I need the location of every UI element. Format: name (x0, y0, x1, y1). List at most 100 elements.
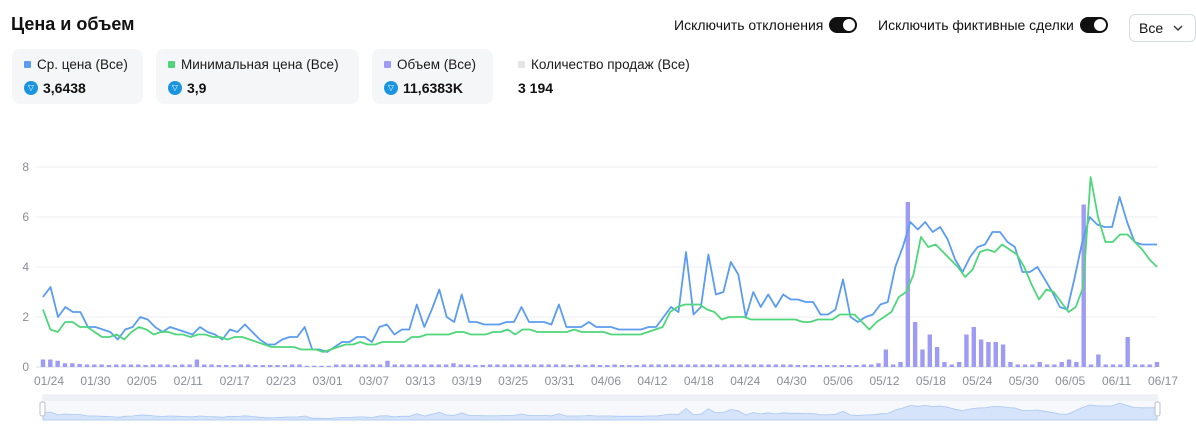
volume-bar (392, 364, 397, 367)
ton-icon: ▽ (24, 81, 38, 95)
volume-bar (495, 364, 500, 367)
volume-bar (231, 365, 236, 367)
y-tick-label: 6 (22, 210, 29, 224)
x-tick-label: 02/23 (266, 374, 296, 388)
x-tick-label: 01/30 (80, 374, 110, 388)
exclude-fake-trades-toggle[interactable]: Исключить фиктивные сделки (878, 17, 1108, 33)
stat-card-avg-price: Ср. цена (Все) ▽ 3,6438 (12, 49, 143, 104)
volume-bar (40, 359, 46, 367)
series-line (42, 176, 1158, 353)
y-tick-label: 8 (22, 160, 29, 174)
volume-bar (355, 364, 361, 367)
volume-bar (509, 364, 515, 367)
x-axis: 01/24 01/30 02/05 02/11 02/17 02/23 03/01 03/07… (34, 374, 1178, 388)
volume-bar (209, 364, 214, 367)
volume-bar (429, 364, 434, 367)
volume-bar (1066, 359, 1072, 367)
volume-bar (1088, 364, 1094, 367)
avg-price-swatch (24, 61, 31, 68)
volume-bar (964, 334, 969, 367)
volume-bar (561, 364, 566, 367)
filter-select[interactable]: Все (1129, 14, 1196, 42)
volume-bar (1125, 337, 1130, 367)
exclude-fake-trades-label: Исключить фиктивные сделки (878, 17, 1074, 33)
volume-bar (737, 364, 742, 367)
page-title: Цена и объем (11, 14, 135, 34)
stat-value: 3,6438 (43, 80, 86, 96)
stat-value: 3 194 (518, 80, 554, 96)
volume-bar (671, 364, 676, 367)
exclude-outliers-toggle[interactable]: Исключить отклонения (674, 17, 858, 33)
volume-bar (905, 202, 911, 367)
x-tick-label: 02/17 (220, 374, 250, 388)
volume-bar (1140, 364, 1145, 367)
volume-bar (663, 364, 669, 367)
volume-bar (1096, 354, 1101, 367)
x-tick-label: 02/05 (127, 374, 157, 388)
volume-bar (106, 365, 112, 367)
volume-bar (956, 362, 962, 367)
volume-bar (165, 364, 170, 367)
volume-bar (180, 364, 185, 367)
volume-bar (810, 365, 815, 367)
navigator-left-handle (39, 401, 46, 417)
volume-bars (40, 202, 1160, 367)
range-navigator[interactable] (39, 394, 1161, 421)
volume-bar (1008, 362, 1013, 367)
volume-bar (443, 364, 449, 367)
volume-bar (143, 365, 148, 367)
volume-bar (150, 364, 156, 367)
volume-bar (803, 365, 808, 367)
ton-icon: ▽ (384, 81, 398, 95)
volume-bar (414, 364, 419, 367)
volume-bar (502, 364, 507, 367)
volume-bar (1037, 362, 1042, 367)
volume-bar (883, 349, 889, 367)
chart-grid (36, 166, 1157, 368)
volume-bar (531, 364, 537, 367)
y-tick-label: 4 (22, 260, 29, 274)
navigator-handle-bar (43, 395, 1157, 401)
volume-bar (920, 349, 925, 367)
volume-bar (399, 364, 405, 367)
volume-bar (246, 364, 251, 367)
volume-bar (568, 365, 573, 367)
stat-value: 3,9 (187, 80, 207, 96)
volume-bar (136, 364, 141, 367)
volume-bar (319, 365, 324, 367)
volume-bar (458, 364, 463, 367)
x-tick-label: 02/11 (174, 374, 203, 388)
volume-bar (627, 365, 632, 367)
volume-bar (326, 365, 332, 367)
x-tick-label: 01/24 (34, 374, 64, 388)
volume-bar (729, 364, 735, 367)
volume-bar (751, 364, 757, 367)
volume-bar (128, 364, 134, 367)
volume-bar (949, 364, 954, 367)
volume-bar (436, 364, 441, 367)
volume-bar (759, 364, 764, 367)
volume-bar (693, 364, 698, 367)
volume-bar (685, 364, 691, 367)
volume-bar (788, 364, 793, 367)
volume-bar (927, 334, 933, 367)
x-tick-label: 06/11 (1102, 374, 1131, 388)
volume-bar (48, 359, 53, 367)
volume-bar (92, 364, 97, 367)
volume-bar (216, 365, 222, 367)
x-tick-label: 03/01 (312, 374, 342, 388)
y-tick-label: 2 (22, 310, 29, 324)
volume-bar (348, 364, 354, 367)
volume-bar (158, 364, 163, 367)
volume-bar (70, 363, 75, 367)
price-volume-chart: 0 2 4 6 8 01/24 01/30 02/05 02/11 02/17 02/23 03/0… (22, 160, 1178, 421)
volume-bar (487, 364, 493, 367)
volume-bar (619, 365, 625, 367)
exclude-fake-trades-switch[interactable] (1079, 17, 1108, 33)
stat-label: Ср. цена (Все) (37, 57, 128, 72)
x-tick-label: 04/30 (777, 374, 807, 388)
x-tick-label: 05/06 (823, 374, 853, 388)
volume-bar (1030, 364, 1035, 367)
exclude-outliers-switch[interactable] (829, 17, 858, 33)
volume-bar (612, 364, 617, 367)
